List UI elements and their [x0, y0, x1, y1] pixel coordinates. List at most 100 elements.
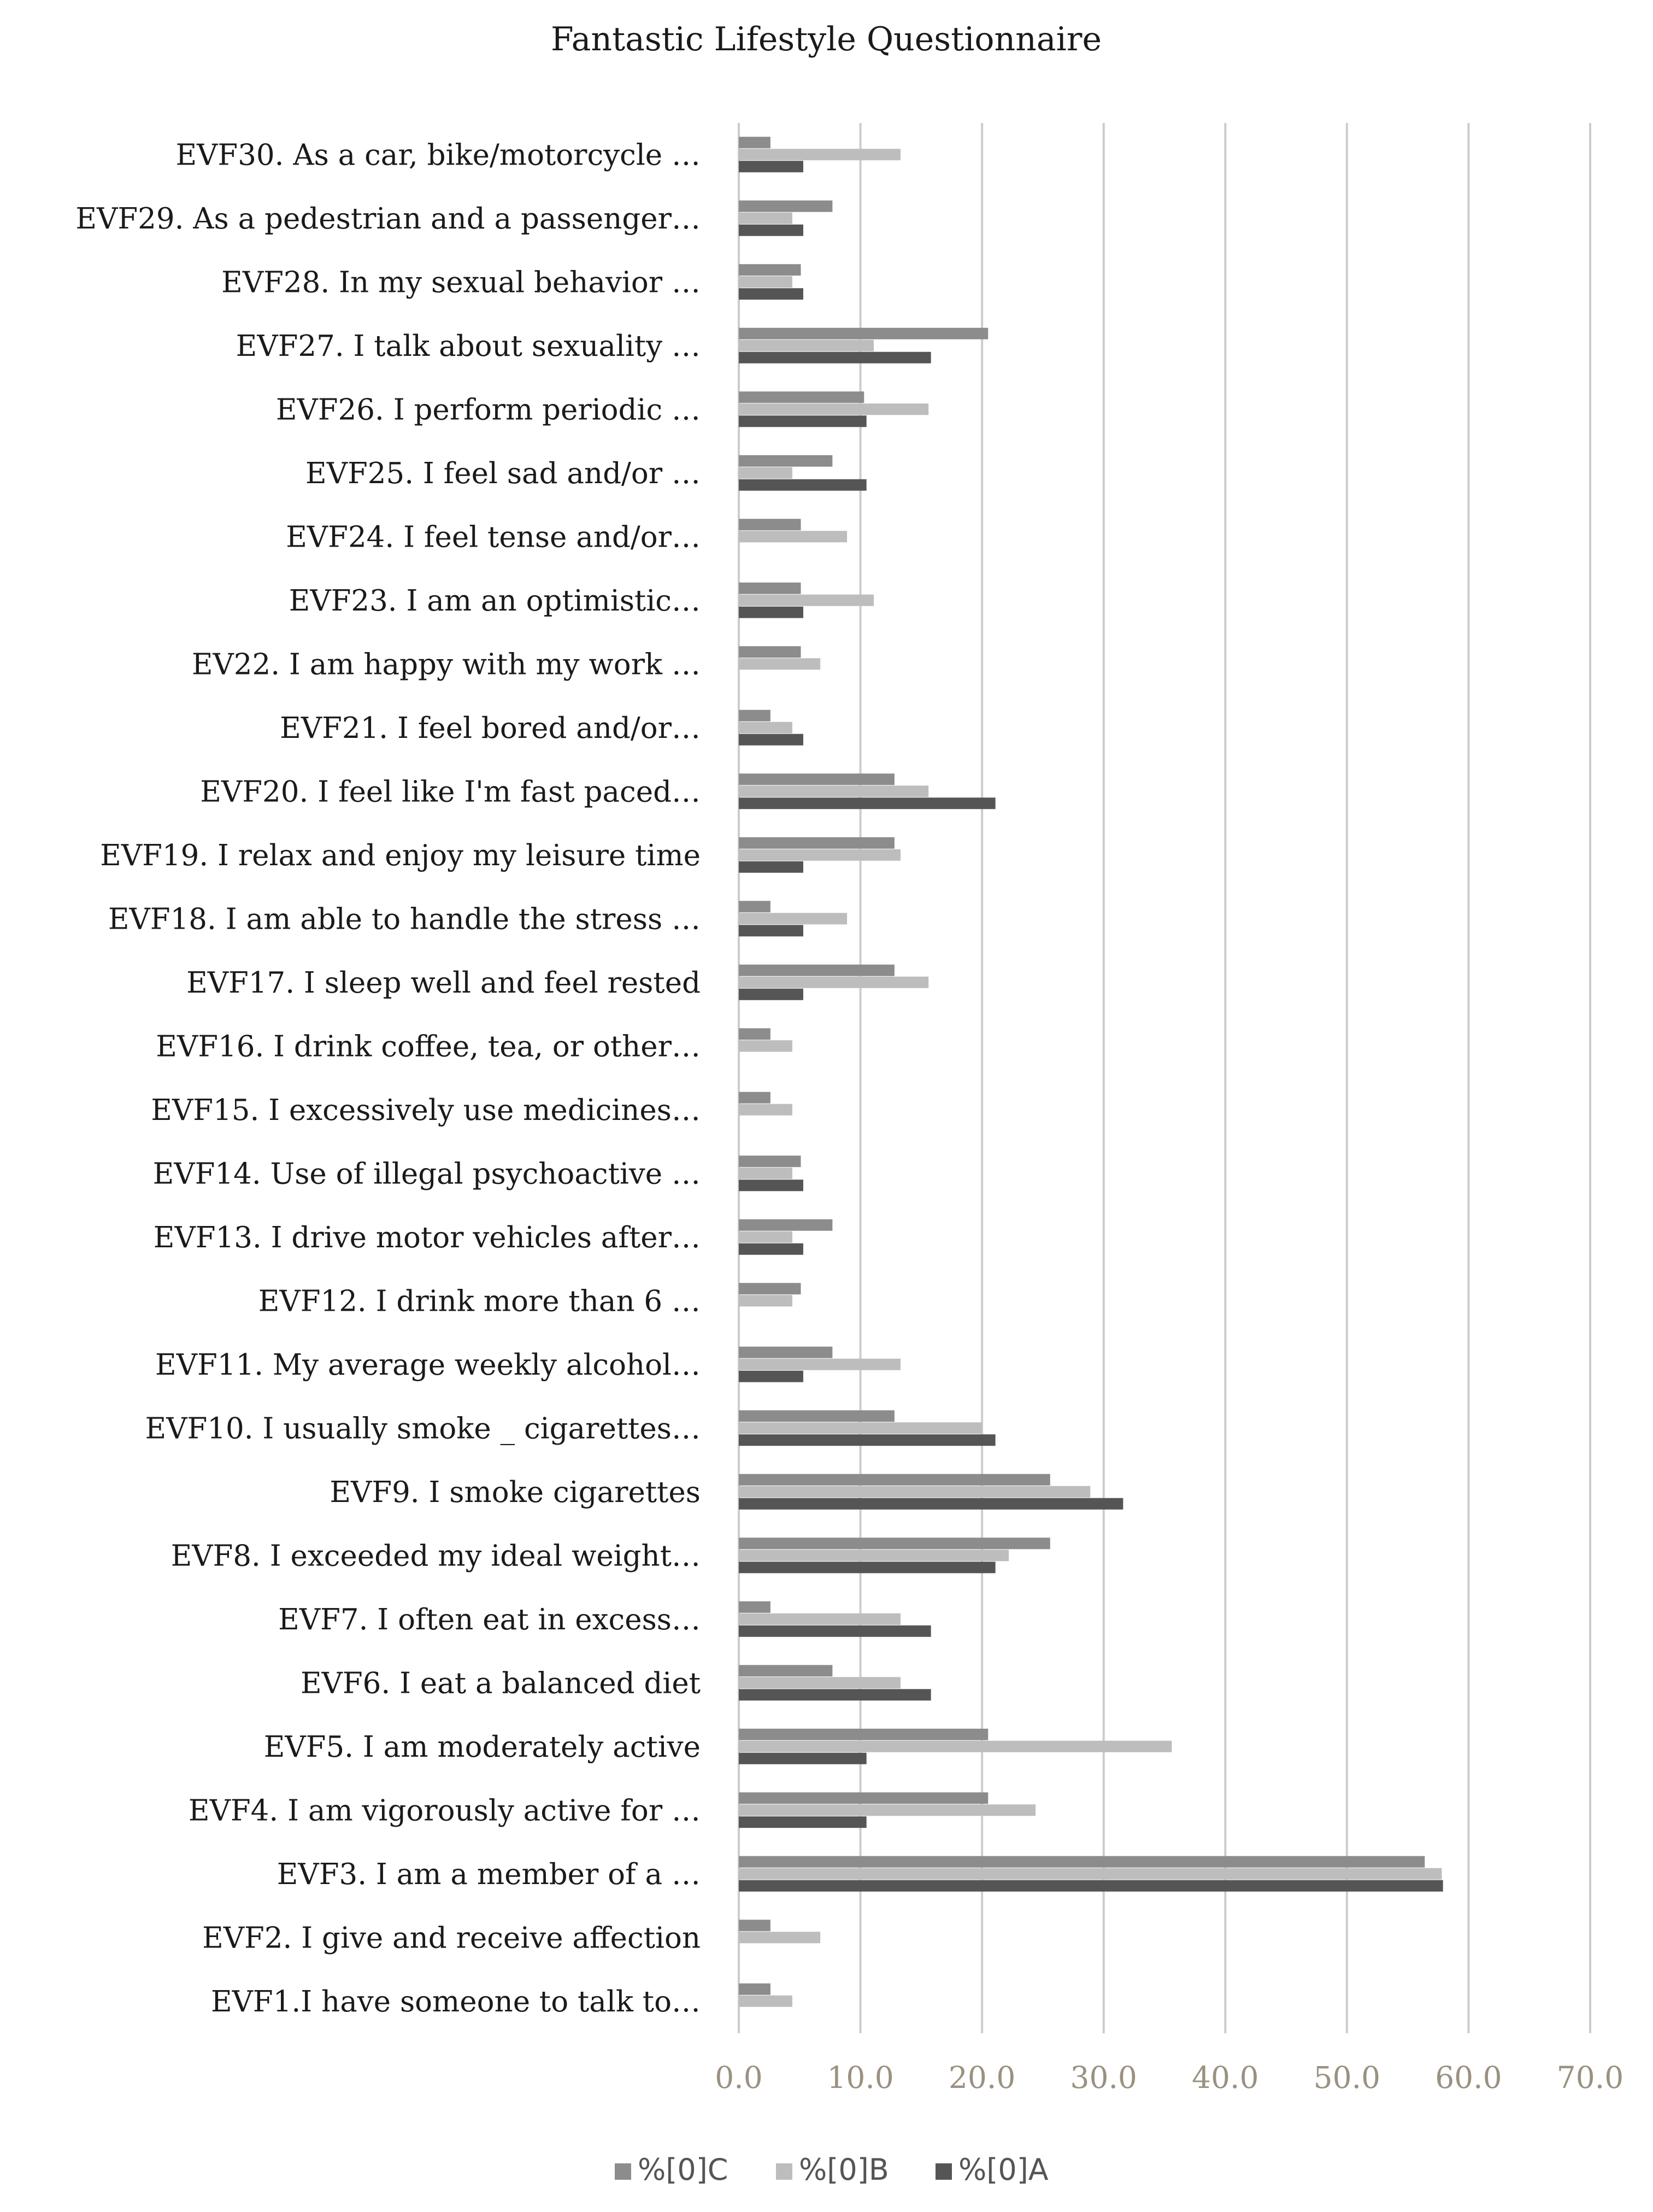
bar — [739, 212, 792, 224]
category-label: EVF21. I feel bored and/or… — [280, 712, 701, 745]
bar — [739, 1816, 867, 1828]
legend: %[0]C %[0]B %[0]A — [615, 2152, 1049, 2187]
bar — [739, 161, 803, 173]
category-label: EVF29. As a pedestrian and a passenger… — [75, 202, 701, 236]
category-label: EVF14. Use of illegal psychoactive … — [153, 1157, 701, 1190]
bar — [739, 1983, 770, 1995]
bar — [739, 1728, 989, 1740]
bar — [739, 1792, 989, 1804]
bars — [739, 137, 1443, 2007]
bar — [739, 403, 929, 415]
bar — [739, 1231, 792, 1243]
bar — [739, 327, 989, 339]
category-label: EVF9. I smoke cigarettes — [330, 1476, 701, 1509]
bar — [739, 1804, 1036, 1816]
category-label: EVF30. As a car, bike/motorcycle … — [175, 138, 701, 172]
x-axis-ticks: 0.0 10.0 20.0 30.0 40.0 50.0 60.0 70.0 — [715, 2060, 1623, 2095]
category-label: EVF28. In my sexual behavior … — [221, 266, 701, 299]
bar — [739, 1601, 770, 1613]
category-label: EVF27. I talk about sexuality … — [236, 330, 701, 363]
legend-label: %[0]A — [958, 2152, 1049, 2187]
bar — [739, 1868, 1442, 1880]
x-tick-label: 40.0 — [1192, 2060, 1258, 2095]
bar — [739, 1283, 801, 1295]
category-label: EVF26. I perform periodic … — [276, 393, 701, 426]
bar — [739, 594, 874, 606]
category-label: EVF4. I am vigorously active for … — [189, 1794, 701, 1827]
bar — [739, 1434, 996, 1446]
category-label: EVF19. I relax and enjoy my leisure time — [100, 839, 701, 872]
bar — [739, 391, 864, 403]
category-label: EVF23. I am an optimistic… — [289, 584, 701, 618]
category-label: EVF3. I am a member of a … — [277, 1858, 701, 1891]
x-tick-label: 10.0 — [827, 2060, 893, 2095]
bar — [739, 1092, 770, 1104]
bar — [739, 901, 770, 913]
category-label: EVF15. I excessively use medicines… — [151, 1094, 701, 1127]
x-tick-label: 70.0 — [1557, 2060, 1623, 2095]
category-label: EVF2. I give and receive affection — [202, 1921, 701, 1955]
bar — [739, 1155, 801, 1167]
bar — [739, 1856, 1425, 1868]
bar — [739, 1167, 792, 1180]
legend-swatch — [776, 2163, 792, 2180]
bar — [739, 1474, 1050, 1486]
bar — [739, 1932, 821, 1944]
bar — [739, 797, 996, 809]
bar — [739, 1295, 792, 1307]
bar — [739, 1550, 1009, 1562]
bar — [739, 773, 895, 785]
category-label: EVF12. I drink more than 6 … — [258, 1284, 701, 1318]
x-tick-label: 0.0 — [715, 2060, 762, 2095]
bar — [739, 976, 929, 988]
bar — [739, 264, 801, 276]
bar — [739, 913, 848, 925]
category-label: EVF16. I drink coffee, tea, or other… — [156, 1030, 701, 1063]
bar — [739, 582, 801, 594]
bar — [739, 351, 931, 363]
bar — [739, 1486, 1091, 1498]
bar — [739, 1498, 1123, 1510]
legend-swatch — [615, 2163, 631, 2180]
bar — [739, 837, 895, 849]
category-label: EVF17. I sleep well and feel rested — [186, 966, 701, 1000]
x-tick-label: 20.0 — [949, 2060, 1015, 2095]
x-tick-label: 30.0 — [1070, 2060, 1137, 2095]
x-tick-label: 50.0 — [1314, 2060, 1380, 2095]
category-labels: EVF30. As a car, bike/motorcycle … EVF29.… — [75, 138, 701, 2019]
bar — [739, 1346, 833, 1358]
category-label: EVF25. I feel sad and/or … — [305, 457, 701, 490]
bar — [739, 1219, 833, 1231]
bar — [739, 1613, 901, 1625]
bar — [739, 1689, 931, 1701]
bar — [739, 149, 901, 161]
bar — [739, 339, 874, 351]
x-tick-label: 60.0 — [1435, 2060, 1502, 2095]
bar — [739, 1180, 803, 1192]
bar — [739, 1370, 803, 1382]
category-label: EVF5. I am moderately active — [264, 1730, 701, 1764]
bar — [739, 519, 801, 531]
bar — [739, 479, 867, 491]
bar — [739, 1358, 901, 1370]
bar — [739, 646, 801, 658]
bar — [739, 200, 833, 212]
category-label: EVF18. I am able to handle the stress … — [108, 902, 701, 936]
chart-title: Fantastic Lifestyle Questionnaire — [551, 20, 1102, 58]
bar — [739, 1880, 1443, 1892]
bar — [739, 1625, 931, 1637]
bar — [739, 1243, 803, 1255]
bar — [739, 137, 770, 149]
category-label: EVF13. I drive motor vehicles after… — [154, 1221, 701, 1254]
category-label: EVF24. I feel tense and/or… — [286, 520, 701, 554]
bar — [739, 849, 901, 861]
bar — [739, 1538, 1050, 1550]
category-label: EVF11. My average weekly alcohol… — [155, 1348, 701, 1382]
bar — [739, 531, 848, 543]
bar — [739, 1040, 792, 1052]
bar — [739, 1410, 895, 1422]
legend-label: %[0]C — [638, 2152, 728, 2187]
bar — [739, 1920, 770, 1932]
